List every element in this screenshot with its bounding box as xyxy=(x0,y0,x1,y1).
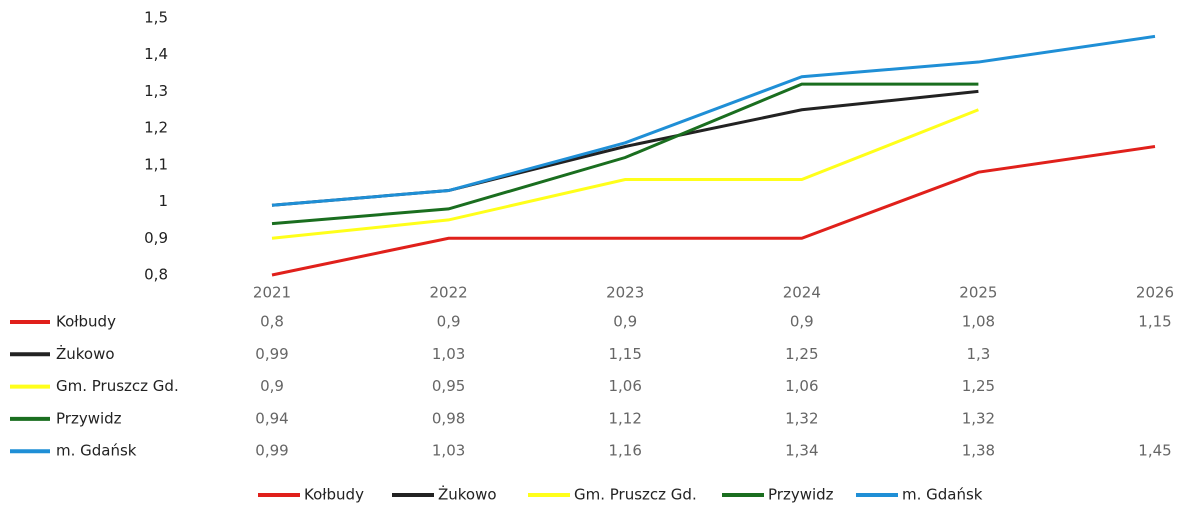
legend-label: Żukowo xyxy=(438,485,497,504)
table-cell: 1,45 xyxy=(1138,442,1171,460)
table-cell: 0,9 xyxy=(437,313,461,331)
y-tick-label: 0,8 xyxy=(144,266,168,284)
legend-label: Gm. Pruszcz Gd. xyxy=(574,486,697,504)
legend-label: m. Gdańsk xyxy=(902,486,983,504)
table-cell: 1,25 xyxy=(962,377,995,395)
table-cell: 1,06 xyxy=(785,377,818,395)
series-line xyxy=(271,82,979,226)
table-cell: 0,8 xyxy=(260,313,284,331)
table-cell: 1,38 xyxy=(962,442,995,460)
y-tick-label: 1,3 xyxy=(144,82,168,100)
legend-label: Kołbudy xyxy=(304,486,364,504)
y-tick-label: 1,1 xyxy=(144,155,168,173)
y-tick-label: 0,9 xyxy=(144,229,168,247)
table-cell: 1,16 xyxy=(608,442,641,460)
x-tick-label: 2024 xyxy=(783,284,821,302)
series-line xyxy=(271,108,979,240)
table-row-label: m. Gdańsk xyxy=(56,442,137,460)
table-cell: 0,99 xyxy=(255,345,288,363)
y-tick-label: 1,4 xyxy=(144,45,168,63)
table-cell: 0,9 xyxy=(790,313,814,331)
series-line xyxy=(271,34,1156,207)
table-cell: 0,99 xyxy=(255,442,288,460)
table-cell: 1,15 xyxy=(608,345,641,363)
series-line xyxy=(271,145,1156,277)
legend-label: Przywidz xyxy=(768,486,834,504)
x-tick-label: 2021 xyxy=(253,284,291,302)
x-tick-label: 2025 xyxy=(959,284,997,302)
table-cell: 1,03 xyxy=(432,442,465,460)
table-cell: 0,94 xyxy=(255,409,288,427)
table-cell: 1,12 xyxy=(608,409,641,427)
x-tick-label: 2026 xyxy=(1136,284,1174,302)
table-cell: 0,95 xyxy=(432,377,465,395)
table-cell: 1,03 xyxy=(432,345,465,363)
table-cell: 0,9 xyxy=(613,313,637,331)
table-cell: 1,3 xyxy=(966,345,990,363)
series-line xyxy=(271,89,979,207)
table-row-label: Żukowo xyxy=(56,344,115,363)
table-cell: 1,08 xyxy=(962,313,995,331)
table-row-label: Kołbudy xyxy=(56,313,116,331)
table-cell: 1,25 xyxy=(785,345,818,363)
table-cell: 1,34 xyxy=(785,442,818,460)
table-cell: 1,32 xyxy=(785,409,818,427)
y-tick-label: 1 xyxy=(158,192,168,210)
x-tick-label: 2023 xyxy=(606,284,644,302)
y-tick-label: 1,5 xyxy=(144,9,168,27)
table-cell: 1,32 xyxy=(962,409,995,427)
table-row-label: Gm. Pruszcz Gd. xyxy=(56,377,179,395)
table-cell: 0,9 xyxy=(260,377,284,395)
y-tick-label: 1,2 xyxy=(144,119,168,137)
table-cell: 1,06 xyxy=(608,377,641,395)
x-tick-label: 2022 xyxy=(430,284,468,302)
table-cell: 0,98 xyxy=(432,409,465,427)
table-row-label: Przywidz xyxy=(56,409,122,427)
table-cell: 1,15 xyxy=(1138,313,1171,331)
